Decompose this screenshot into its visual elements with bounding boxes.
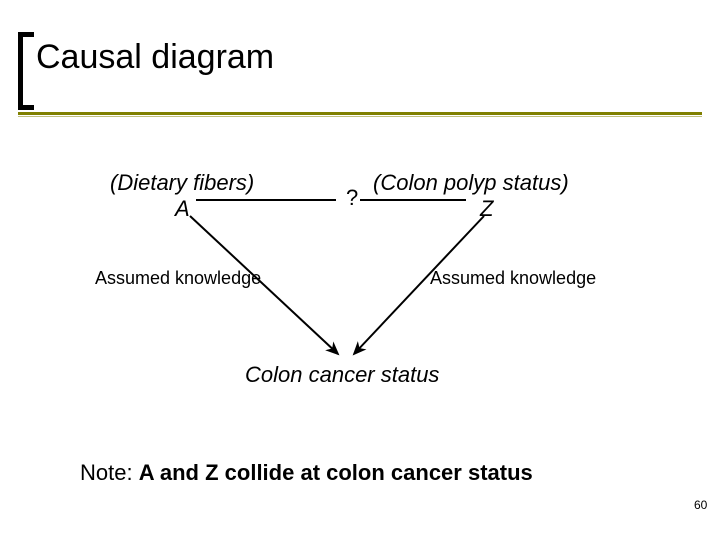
- edge-question: ?: [346, 185, 358, 211]
- title-rule-light: [18, 116, 702, 117]
- assumed-knowledge-right: Assumed knowledge: [430, 268, 596, 289]
- note-text: Note: A and Z collide at colon cancer st…: [80, 460, 533, 486]
- node-a-symbol: A: [175, 196, 190, 222]
- title-bracket: [18, 32, 34, 110]
- assumed-knowledge-left: Assumed knowledge: [95, 268, 261, 289]
- slide: Causal diagram (Dietary fibers) A ? (Col…: [0, 0, 720, 540]
- page-number: 60: [694, 498, 707, 512]
- node-a-label: (Dietary fibers): [110, 170, 254, 196]
- slide-title: Causal diagram: [36, 38, 274, 77]
- node-collider: Colon cancer status: [245, 362, 439, 388]
- node-z-symbol: Z: [480, 196, 493, 222]
- note-bold: A and Z collide at colon cancer status: [139, 460, 533, 485]
- node-z-label: (Colon polyp status): [373, 170, 569, 196]
- title-rule-dark: [18, 112, 702, 115]
- note-prefix: Note:: [80, 460, 139, 485]
